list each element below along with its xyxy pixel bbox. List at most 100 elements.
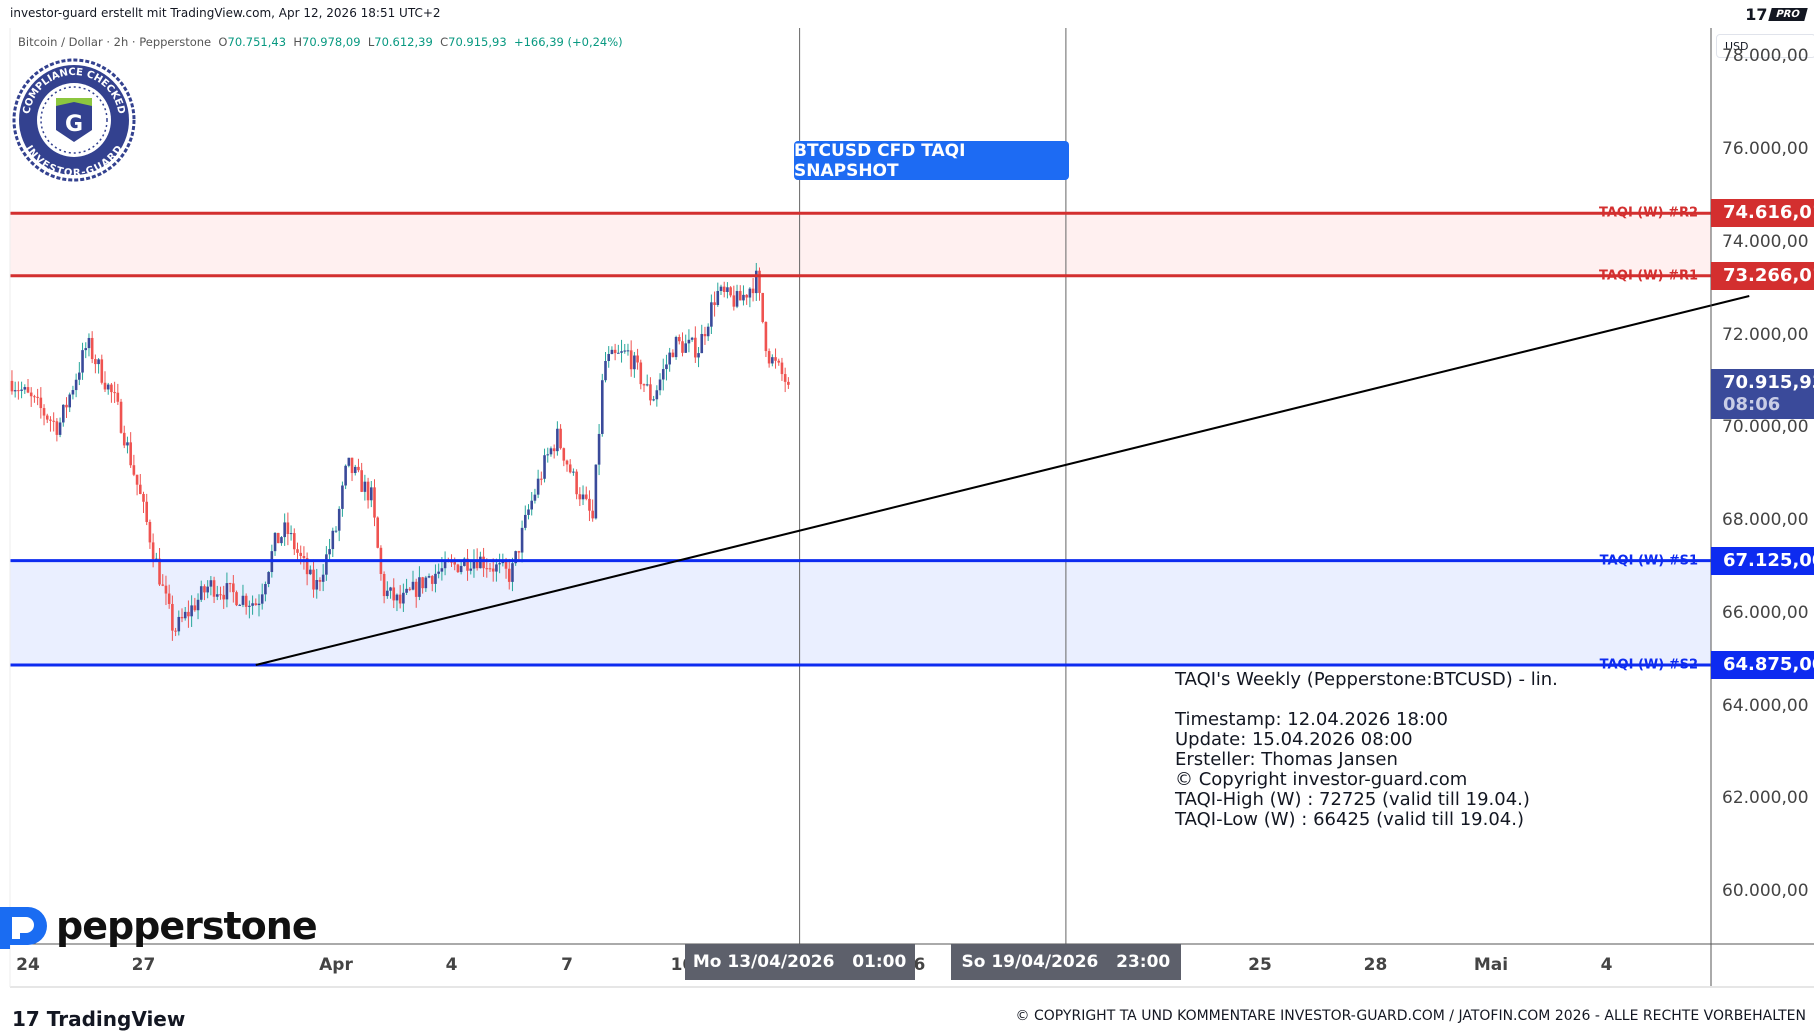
candle-body: [369, 487, 373, 501]
price-chart[interactable]: [0, 0, 1814, 990]
candle-body: [106, 384, 110, 390]
chart-attribution: investor-guard erstellt mit TradingView.…: [10, 6, 441, 20]
candle-body: [639, 362, 643, 385]
candle-body: [215, 594, 219, 597]
close-value: 70.915,93: [448, 35, 507, 49]
trendline: [255, 295, 1750, 666]
candle-body: [414, 581, 418, 597]
candle-body: [437, 571, 440, 574]
candle-body: [206, 586, 209, 593]
candle-body: [292, 533, 296, 550]
candle-body: [424, 577, 428, 589]
currency-selector[interactable]: USD: [1716, 34, 1814, 58]
candle-body: [142, 493, 145, 502]
candle-body: [578, 494, 582, 500]
candle-body: [357, 466, 360, 471]
candle-body: [472, 559, 476, 569]
candle-body: [305, 558, 309, 575]
candle-body: [761, 292, 765, 322]
candle-body: [360, 470, 363, 492]
time-axis-label: Mai: [1473, 955, 1509, 975]
candle-body: [264, 584, 267, 595]
candle-body: [138, 484, 142, 494]
candle-body: [523, 514, 527, 528]
candle-body: [482, 556, 485, 569]
candle-body: [543, 455, 546, 479]
candle-body: [617, 352, 620, 354]
candle-body: [716, 290, 720, 305]
level-price-tag: 64.875,00: [1711, 650, 1814, 679]
candle-body: [219, 594, 222, 596]
candle-body: [581, 494, 585, 500]
candle-body: [71, 390, 75, 395]
candle-body: [463, 558, 466, 566]
candle-body: [183, 611, 187, 619]
candle-body: [87, 337, 91, 349]
candle-body: [299, 552, 303, 557]
candle-body: [392, 587, 396, 601]
candle-body: [84, 348, 88, 351]
candle-body: [732, 295, 736, 307]
candle-body: [671, 352, 675, 358]
candle-body: [652, 399, 655, 401]
candle-body: [13, 390, 17, 392]
candle-body: [318, 580, 322, 582]
tradingview-pro-logo: 17 PRO: [1745, 5, 1808, 24]
candle-body: [536, 478, 540, 495]
copyright-notice: © COPYRIGHT TA UND KOMMENTARE INVESTOR-G…: [1015, 1008, 1806, 1024]
candle-body: [754, 270, 758, 294]
candle-body: [363, 481, 367, 492]
plot-area: [10, 28, 1711, 944]
candle-body: [767, 351, 771, 364]
candle-body: [434, 573, 437, 584]
candle-body: [745, 294, 748, 298]
candle-body: [780, 362, 784, 375]
level-name: TAQI (W) #S1: [1599, 553, 1698, 569]
candle-body: [498, 563, 501, 565]
candle-body: [597, 433, 601, 465]
candle-body: [209, 580, 213, 587]
tradingview-logo[interactable]: 17 TradingView: [12, 1007, 186, 1031]
candle-body: [411, 581, 415, 590]
candle-body: [591, 510, 594, 519]
candle-body: [10, 380, 14, 392]
candle-body: [642, 384, 646, 386]
symbol-name[interactable]: Bitcoin / Dollar · 2h · Pepperstone: [18, 35, 212, 49]
candle-body: [491, 568, 495, 572]
candle-body: [742, 294, 745, 301]
candle-body: [171, 603, 174, 631]
candle-body: [132, 465, 136, 475]
change-value: +166,39 (+0,24%): [513, 35, 623, 49]
candle-body: [366, 481, 370, 501]
candle-body: [58, 422, 62, 435]
candle-body: [312, 569, 315, 590]
candle-body: [177, 616, 181, 632]
compliance-badge: COMPLIANCE CHECKED INVESTOR-GUARD G: [12, 58, 136, 186]
candle-body: [325, 554, 328, 575]
candle-body: [636, 355, 639, 363]
price-axis-label: 72.000,00: [1722, 324, 1809, 345]
candle-body: [164, 585, 168, 594]
candle-body: [347, 457, 351, 466]
tradingview-icon: 17: [1745, 5, 1768, 24]
candle-body: [684, 343, 688, 353]
info-line: Update: 15.04.2026 08:00: [1175, 729, 1413, 750]
candle-body: [267, 572, 270, 585]
candle-body: [49, 419, 52, 421]
svg-text:G: G: [65, 112, 83, 137]
time-axis-label: 28: [1363, 955, 1388, 975]
candle-body: [584, 494, 588, 499]
candle-body: [337, 508, 341, 531]
candle-body: [113, 392, 116, 394]
candle-body: [389, 587, 392, 591]
candle-body: [706, 326, 710, 337]
candle-body: [212, 580, 216, 597]
candle-body: [690, 337, 694, 340]
open-value: 70.751,43: [227, 35, 287, 49]
candle-body: [100, 359, 104, 383]
candle-body: [39, 397, 43, 409]
candle-body: [110, 384, 113, 393]
candle-body: [726, 287, 729, 292]
candle-body: [514, 551, 517, 564]
level-price-tag: 67.125,00: [1711, 546, 1814, 575]
